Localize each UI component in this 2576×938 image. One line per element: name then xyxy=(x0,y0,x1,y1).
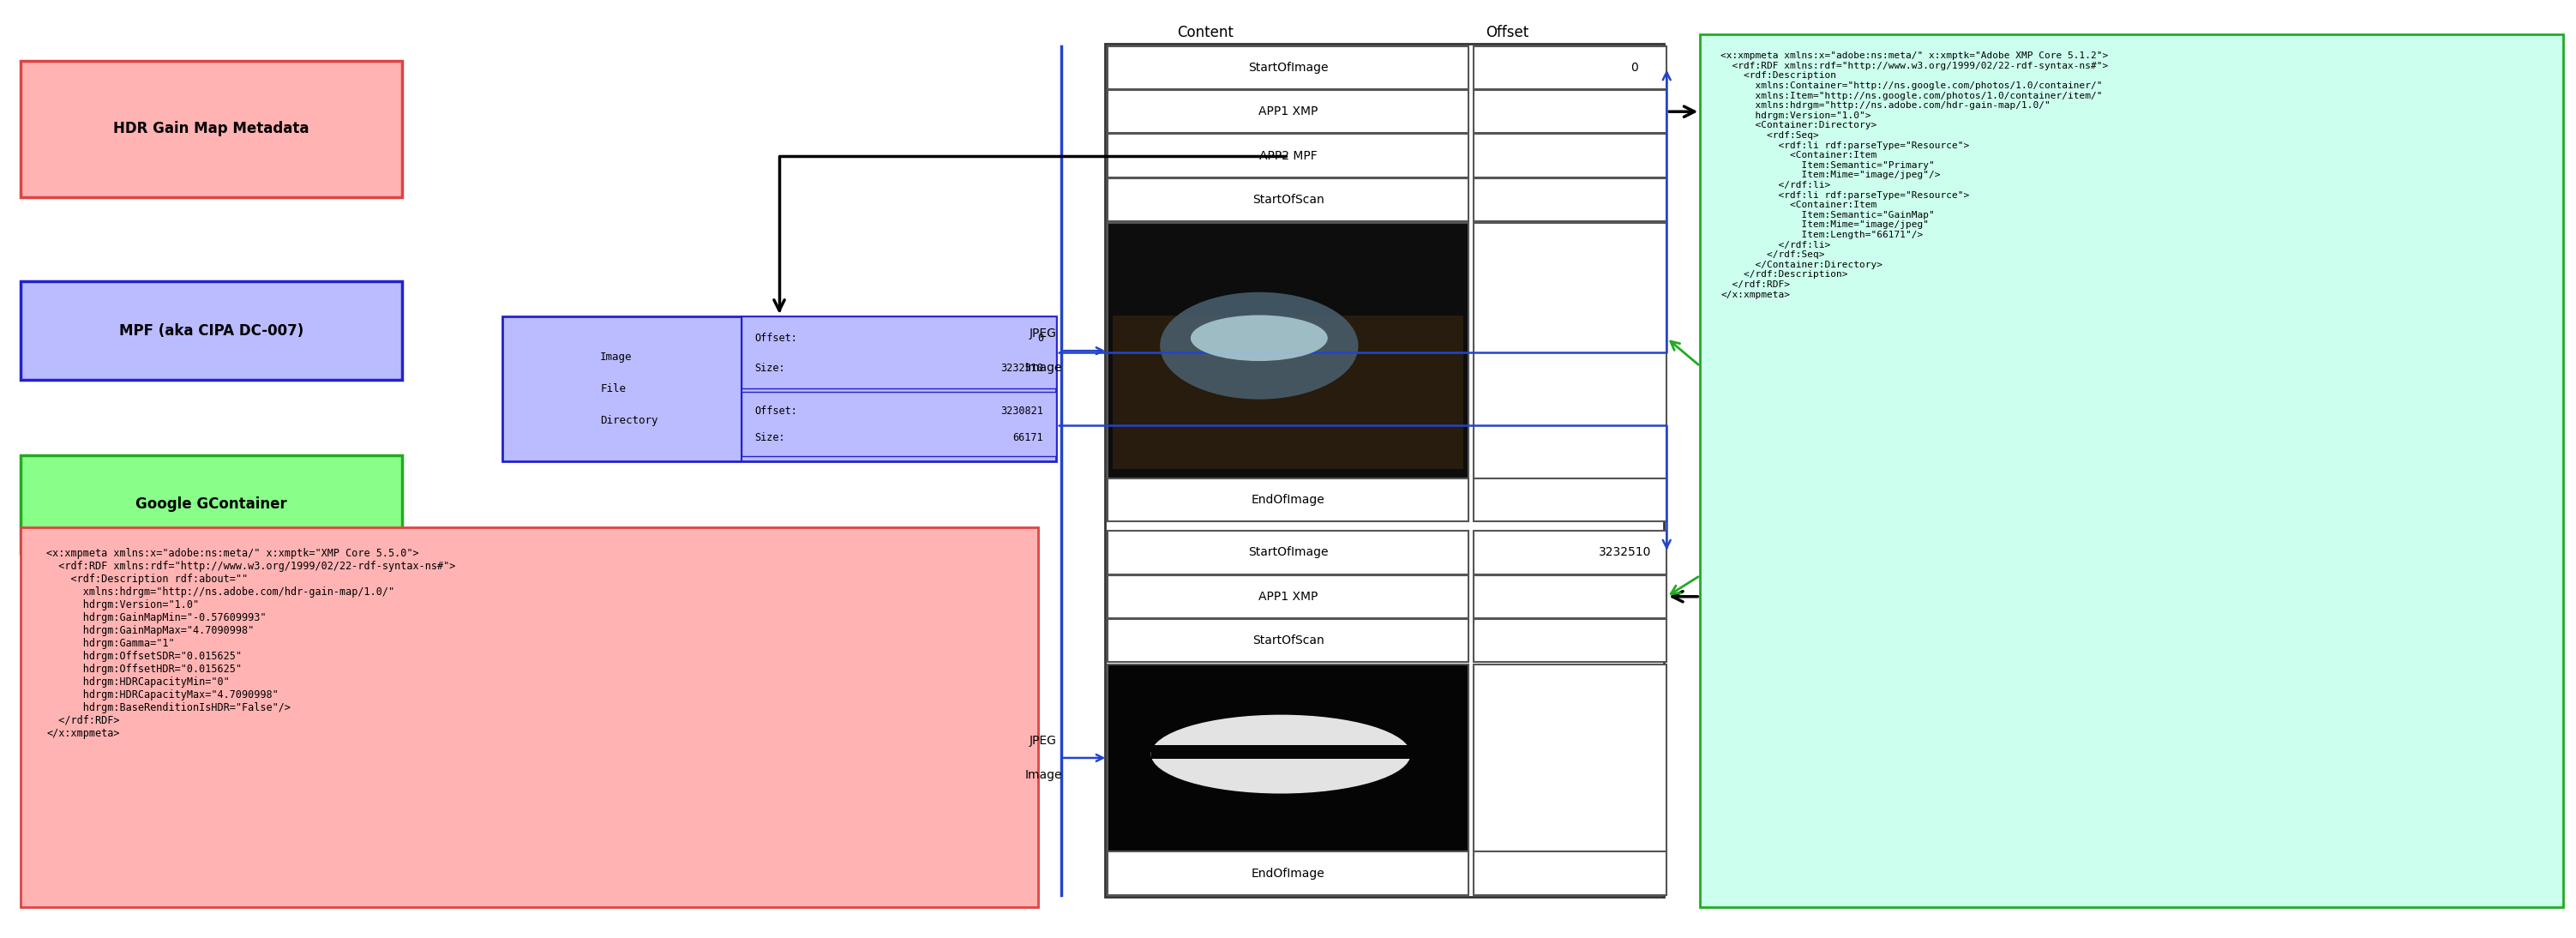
Text: Size:: Size: xyxy=(755,432,786,444)
FancyBboxPatch shape xyxy=(1108,575,1468,618)
Text: APP1 XMP: APP1 XMP xyxy=(1257,591,1319,602)
FancyBboxPatch shape xyxy=(1473,478,1667,522)
FancyBboxPatch shape xyxy=(21,455,402,553)
Text: Offset:: Offset: xyxy=(755,332,799,343)
FancyBboxPatch shape xyxy=(21,527,1038,907)
FancyBboxPatch shape xyxy=(1108,134,1468,177)
Text: <x:xmpmeta xmlns:x="adobe:ns:meta/" x:xmptk="Adobe XMP Core 5.1.2">
  <rdf:RDF x: <x:xmpmeta xmlns:x="adobe:ns:meta/" x:xm… xyxy=(1721,52,2107,299)
Text: 0: 0 xyxy=(1631,62,1638,73)
Text: StartOfImage: StartOfImage xyxy=(1247,547,1329,558)
Text: StartOfScan: StartOfScan xyxy=(1252,635,1324,646)
Text: 3230821: 3230821 xyxy=(999,405,1043,416)
FancyBboxPatch shape xyxy=(1113,316,1463,469)
FancyBboxPatch shape xyxy=(1108,178,1468,221)
Text: 3232510: 3232510 xyxy=(1600,547,1651,558)
FancyBboxPatch shape xyxy=(1473,134,1667,177)
FancyBboxPatch shape xyxy=(1473,664,1667,852)
FancyBboxPatch shape xyxy=(1473,223,1667,478)
Ellipse shape xyxy=(1190,315,1327,361)
Text: 3232510: 3232510 xyxy=(999,363,1043,374)
Text: EndOfImage: EndOfImage xyxy=(1252,868,1324,879)
Text: APP1 XMP: APP1 XMP xyxy=(1257,106,1319,117)
FancyBboxPatch shape xyxy=(1108,852,1468,895)
Text: Image: Image xyxy=(1025,769,1061,780)
FancyBboxPatch shape xyxy=(1473,619,1667,662)
FancyBboxPatch shape xyxy=(1108,531,1468,574)
Ellipse shape xyxy=(1159,292,1358,400)
Text: EndOfImage: EndOfImage xyxy=(1252,494,1324,506)
FancyBboxPatch shape xyxy=(21,61,402,197)
Text: HDR Gain Map Metadata: HDR Gain Map Metadata xyxy=(113,121,309,137)
FancyBboxPatch shape xyxy=(742,392,1056,456)
FancyBboxPatch shape xyxy=(1151,745,1412,759)
FancyBboxPatch shape xyxy=(742,316,1056,388)
Text: File: File xyxy=(600,384,626,394)
FancyBboxPatch shape xyxy=(1108,478,1468,522)
Text: Google GContainer: Google GContainer xyxy=(137,496,286,512)
FancyBboxPatch shape xyxy=(1108,664,1468,852)
Ellipse shape xyxy=(1151,715,1412,794)
Text: <x:xmpmeta xmlns:x="adobe:ns:meta/" x:xmptk="XMP Core 5.5.0">
  <rdf:RDF xmlns:r: <x:xmpmeta xmlns:x="adobe:ns:meta/" x:xm… xyxy=(46,548,456,739)
Text: JPEG: JPEG xyxy=(1030,328,1056,340)
FancyBboxPatch shape xyxy=(1473,852,1667,895)
FancyBboxPatch shape xyxy=(1700,35,2563,907)
FancyBboxPatch shape xyxy=(1473,575,1667,618)
Text: 0: 0 xyxy=(1038,332,1043,343)
FancyBboxPatch shape xyxy=(502,316,1056,461)
Text: Directory: Directory xyxy=(600,416,657,427)
Text: 66171: 66171 xyxy=(1012,432,1043,444)
FancyBboxPatch shape xyxy=(1108,90,1468,133)
FancyBboxPatch shape xyxy=(1473,178,1667,221)
Text: StartOfImage: StartOfImage xyxy=(1247,62,1329,73)
FancyBboxPatch shape xyxy=(1108,46,1468,89)
Text: MPF (aka CIPA DC-007): MPF (aka CIPA DC-007) xyxy=(118,323,304,339)
FancyBboxPatch shape xyxy=(1473,90,1667,133)
Text: Size:: Size: xyxy=(755,363,786,374)
FancyBboxPatch shape xyxy=(1473,46,1667,89)
Text: StartOfScan: StartOfScan xyxy=(1252,194,1324,205)
FancyBboxPatch shape xyxy=(1473,531,1667,574)
Text: Content: Content xyxy=(1177,25,1234,40)
Text: Offset: Offset xyxy=(1486,25,1528,40)
Text: Image: Image xyxy=(1025,362,1061,373)
Text: Image: Image xyxy=(600,351,631,362)
FancyBboxPatch shape xyxy=(21,281,402,380)
FancyBboxPatch shape xyxy=(1108,223,1468,478)
Text: JPEG: JPEG xyxy=(1030,735,1056,747)
Text: Offset:: Offset: xyxy=(755,405,799,416)
FancyBboxPatch shape xyxy=(1108,619,1468,662)
Text: APP2 MPF: APP2 MPF xyxy=(1260,150,1316,161)
